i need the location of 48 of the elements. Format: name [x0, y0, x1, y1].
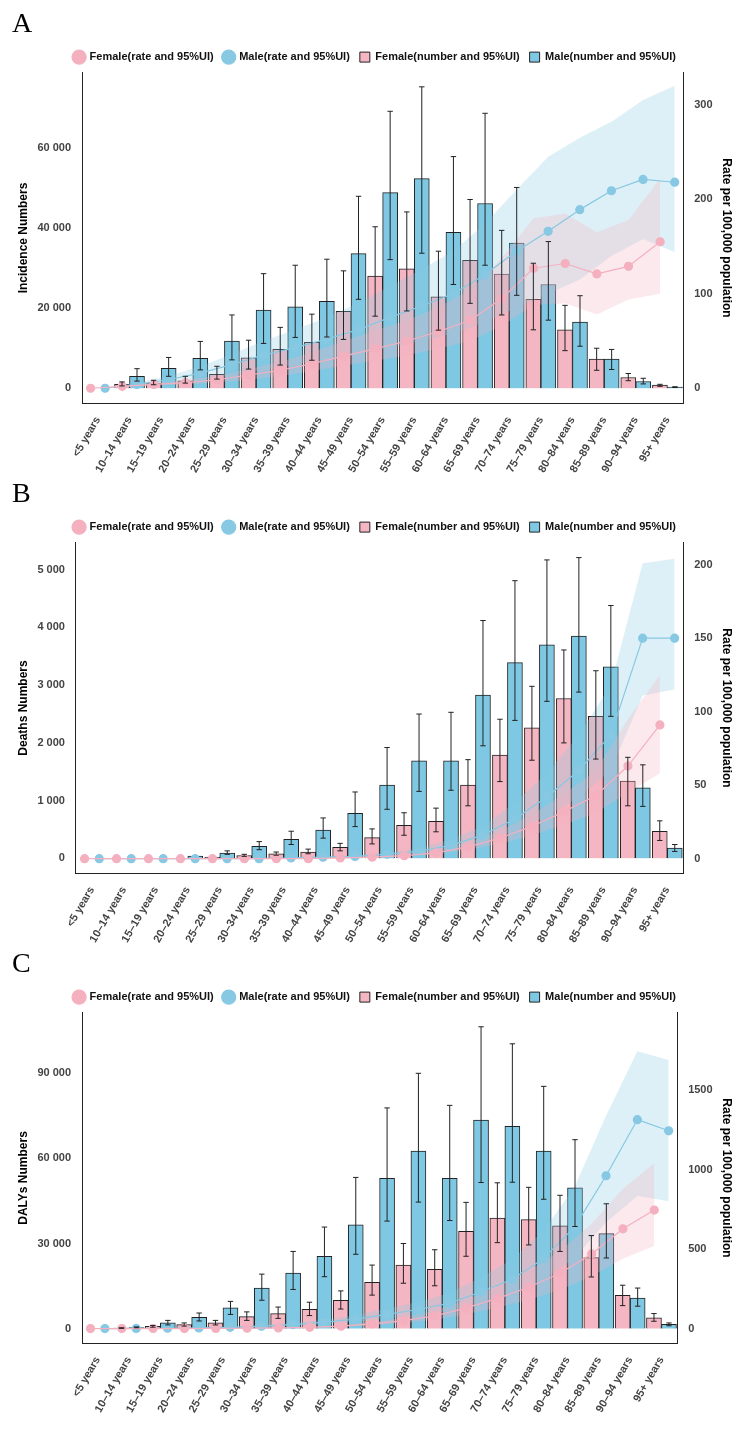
y2-tick-label: 1500	[688, 1083, 713, 1096]
legend-label: Male(number and 95%UI)	[545, 990, 677, 1003]
y-tick-label: 20 000	[37, 301, 72, 314]
y-axis-title: DALYs Numbers	[15, 1130, 30, 1225]
legend-label: Male(number and 95%UI)	[545, 50, 677, 63]
legend-label: Female(rate and 95%UI)	[89, 520, 215, 533]
y2-axis-title: Rate per 100,000 population	[720, 628, 735, 788]
y-tick-label: 0	[58, 851, 65, 864]
y-axis-title: Deaths Numbers	[15, 659, 30, 756]
legend-label: Male(rate and 95%UI)	[239, 50, 351, 63]
legend-label: Male(rate and 95%UI)	[239, 520, 351, 533]
legend-label: Male(number and 95%UI)	[545, 520, 677, 533]
y2-tick-label: 0	[688, 1321, 695, 1334]
y-tick-label: 1 000	[37, 793, 65, 806]
y2-tick-label: 100	[694, 704, 713, 717]
y2-axis-title: Rate per 100,000 population	[720, 158, 735, 318]
y-tick-label: 5 000	[37, 562, 65, 575]
y-tick-label: 0	[64, 1321, 72, 1334]
y2-tick-label: 150	[694, 631, 713, 644]
y2-tick-label: 100	[694, 286, 713, 299]
y2-tick-label: 1000	[688, 1162, 713, 1175]
y-tick-label: 4 000	[37, 620, 65, 633]
legend-label: Female(rate and 95%UI)	[89, 990, 215, 1003]
y2-tick-label: 300	[694, 97, 713, 110]
chart-title: B	[12, 477, 31, 509]
y2-tick-label: 0	[694, 381, 701, 394]
y-tick-label: 60 000	[37, 1151, 72, 1164]
legend-label: Female(number and 95%UI)	[375, 520, 520, 533]
chart-title: A	[12, 7, 33, 39]
y2-axis-title: Rate per 100,000 population	[720, 1098, 735, 1258]
y-tick-label: 30 000	[37, 1236, 72, 1249]
y-tick-label: 3 000	[37, 678, 65, 691]
y-axis-title: Incidence Numbers	[15, 182, 30, 294]
legend-label: Male(rate and 95%UI)	[239, 990, 351, 1003]
y-tick-label: 0	[64, 381, 72, 394]
legend-label: Female(number and 95%UI)	[375, 990, 520, 1003]
chart-title: C	[12, 947, 31, 979]
legend-label: Female(rate and 95%UI)	[89, 50, 215, 63]
y-tick-label: 2 000	[37, 735, 65, 748]
y2-tick-label: 200	[694, 192, 713, 205]
y2-tick-label: 50	[694, 778, 707, 791]
y2-tick-label: 500	[688, 1242, 707, 1255]
y-tick-label: 60 000	[37, 140, 72, 153]
legend-label: Female(number and 95%UI)	[375, 50, 520, 63]
y-tick-label: 40 000	[37, 220, 72, 233]
y-tick-label: 90 000	[37, 1066, 72, 1079]
y2-tick-label: 200	[694, 557, 713, 570]
y2-tick-label: 0	[694, 851, 701, 864]
